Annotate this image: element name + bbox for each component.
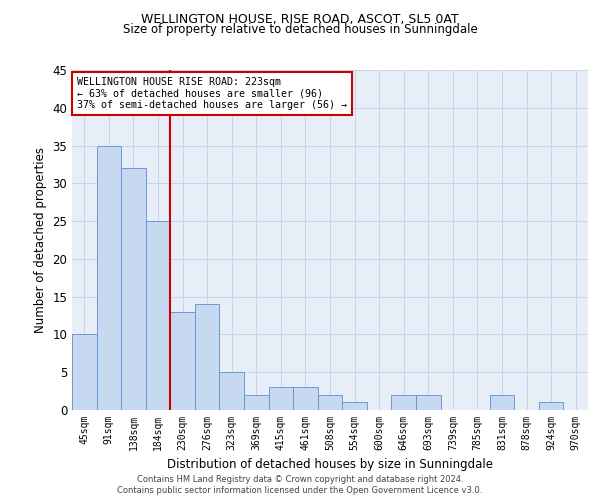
Bar: [416, 395, 440, 410]
Bar: [318, 395, 342, 410]
Bar: [195, 304, 220, 410]
X-axis label: Distribution of detached houses by size in Sunningdale: Distribution of detached houses by size …: [167, 458, 493, 471]
Bar: [342, 402, 367, 410]
Bar: [146, 221, 170, 410]
Bar: [539, 402, 563, 410]
Text: WELLINGTON HOUSE RISE ROAD: 223sqm
← 63% of detached houses are smaller (96)
37%: WELLINGTON HOUSE RISE ROAD: 223sqm ← 63%…: [77, 77, 347, 110]
Bar: [97, 146, 121, 410]
Bar: [490, 395, 514, 410]
Text: Size of property relative to detached houses in Sunningdale: Size of property relative to detached ho…: [122, 22, 478, 36]
Bar: [244, 395, 269, 410]
Bar: [391, 395, 416, 410]
Bar: [220, 372, 244, 410]
Text: WELLINGTON HOUSE, RISE ROAD, ASCOT, SL5 0AT: WELLINGTON HOUSE, RISE ROAD, ASCOT, SL5 …: [141, 12, 459, 26]
Y-axis label: Number of detached properties: Number of detached properties: [34, 147, 47, 333]
Bar: [269, 388, 293, 410]
Bar: [121, 168, 146, 410]
Bar: [170, 312, 195, 410]
Text: Contains HM Land Registry data © Crown copyright and database right 2024.: Contains HM Land Registry data © Crown c…: [137, 475, 463, 484]
Bar: [293, 388, 318, 410]
Text: Contains public sector information licensed under the Open Government Licence v3: Contains public sector information licen…: [118, 486, 482, 495]
Bar: [72, 334, 97, 410]
